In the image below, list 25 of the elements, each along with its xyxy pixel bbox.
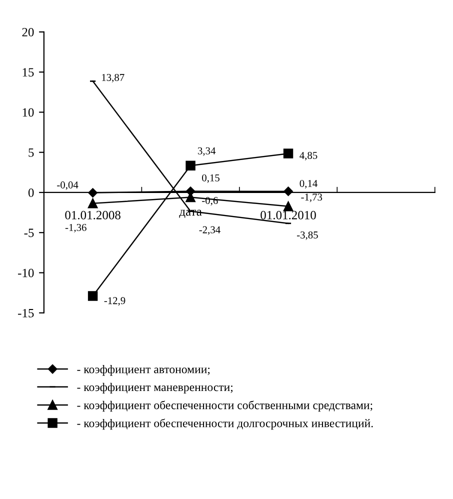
y-tick-label: 10 bbox=[22, 108, 34, 117]
y-tick-label: -5 bbox=[24, 228, 34, 238]
data-label: 3,34 bbox=[198, 147, 216, 156]
y-tick-label: 5 bbox=[28, 148, 34, 157]
y-tick-label: 0 bbox=[28, 188, 34, 197]
y-tick-label: 15 bbox=[22, 68, 34, 77]
data-label: -1,36 bbox=[65, 224, 86, 232]
data-label: 0,14 bbox=[300, 180, 318, 189]
data-label: 13,87 bbox=[102, 74, 124, 82]
data-label: 4,85 bbox=[300, 152, 318, 160]
y-tick-label: 20 bbox=[22, 28, 34, 36]
legend-label: - коэффициент обеспеченности собственными средствами; bbox=[77, 400, 372, 412]
data-label: -12,9 bbox=[104, 297, 126, 306]
legend-label: - коэффициент маневренности; bbox=[77, 382, 233, 394]
data-label: -3,85 bbox=[297, 231, 318, 240]
data-label: -1,73 bbox=[301, 194, 322, 202]
y-tick-label: -15 bbox=[18, 308, 34, 318]
x-tick-label: 01.01.2008 bbox=[65, 210, 120, 220]
legend-label: - коэффициент автономии; bbox=[77, 364, 210, 376]
legend-label: - коэффициент обеспеченности долгосрочных инвестиций. bbox=[77, 418, 373, 430]
data-label: -2,34 bbox=[199, 226, 220, 235]
x-tick-label: 01.01.2010 bbox=[260, 210, 316, 220]
data-label: 0,15 bbox=[202, 174, 220, 183]
data-label: -0,04 bbox=[57, 181, 78, 190]
y-tick-label: -10 bbox=[18, 268, 34, 278]
